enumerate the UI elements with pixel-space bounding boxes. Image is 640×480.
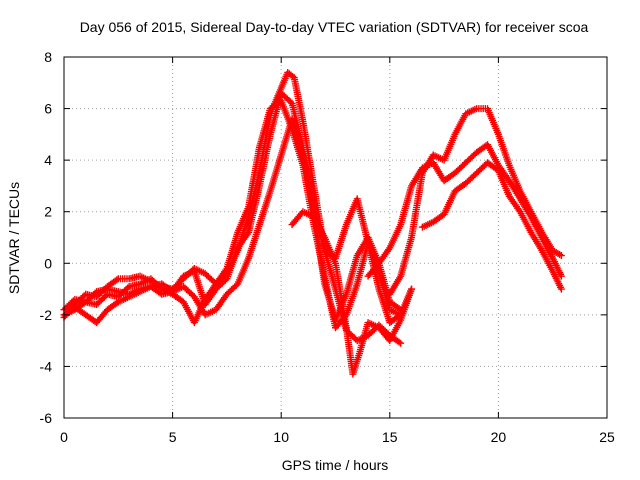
data-points	[60, 68, 565, 378]
y-tick-label: 0	[44, 255, 52, 271]
x-tick-label: 10	[273, 429, 289, 445]
axis-tick-labels: 0 5 10 15 20 25 -6 -4 -2 0 2 4 6 8	[40, 49, 615, 445]
series-5-markers	[288, 208, 416, 378]
axis-ticks	[63, 56, 608, 419]
series-7-markers	[386, 105, 565, 298]
x-tick-label: 15	[382, 429, 398, 445]
plot-frame	[63, 56, 608, 419]
series-8	[418, 159, 565, 293]
grid-lines	[64, 57, 607, 418]
x-tick-label: 20	[491, 429, 507, 445]
x-axis-label: GPS time / hours	[282, 457, 389, 473]
y-axis-label: SDTVAR / TECUs	[6, 182, 22, 294]
series-5	[288, 208, 416, 378]
y-tick-label: 6	[44, 101, 52, 117]
series-8-markers	[418, 159, 565, 293]
y-tick-label: 8	[44, 49, 52, 65]
y-tick-label: 2	[44, 204, 52, 220]
chart-title: Day 056 of 2015, Sidereal Day-to-day VTE…	[80, 19, 589, 35]
series-7	[386, 105, 565, 298]
x-tick-label: 25	[599, 429, 615, 445]
y-tick-label: -2	[40, 307, 53, 323]
x-tick-label: 0	[60, 429, 68, 445]
x-tick-label: 5	[169, 429, 177, 445]
y-tick-label: -4	[40, 358, 53, 374]
y-tick-label: -6	[40, 410, 53, 426]
y-tick-label: 4	[44, 152, 52, 168]
